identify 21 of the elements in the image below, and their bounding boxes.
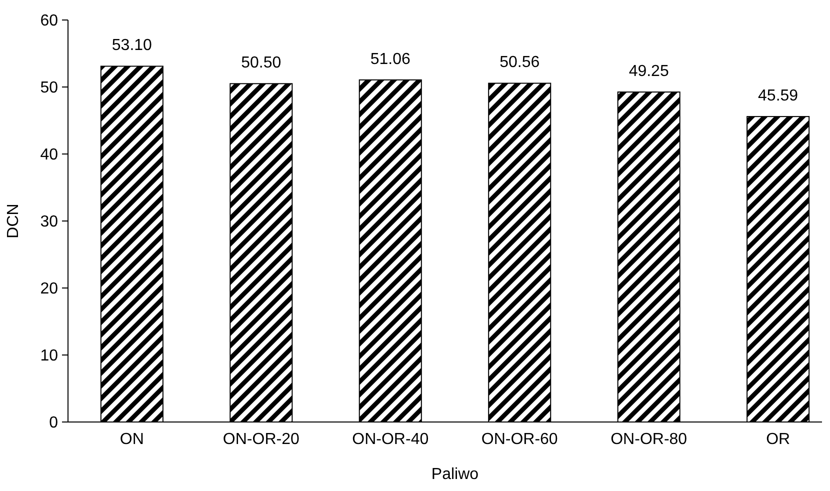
- y-tick-label: 60: [40, 12, 58, 30]
- x-axis-title: Paliwo: [431, 466, 479, 483]
- y-tick-label: 30: [40, 214, 58, 231]
- data-label: 51.06: [370, 50, 411, 68]
- data-label: 45.59: [758, 88, 798, 105]
- data-label: 50.50: [241, 54, 282, 72]
- y-tick-label: 20: [40, 280, 58, 298]
- data-label: 49.25: [628, 63, 669, 80]
- x-tick-label: ON-OR-20: [222, 431, 300, 448]
- data-label: 50.56: [500, 54, 540, 72]
- x-tick-label: ON: [120, 431, 144, 448]
- y-tick-label: 50: [40, 80, 58, 97]
- x-tick-label: ON-OR-60: [481, 431, 558, 448]
- x-tick-label: ON-OR-40: [352, 431, 429, 448]
- y-tick-label: 40: [40, 146, 58, 164]
- x-tick-label: ON-OR-80: [610, 431, 688, 448]
- y-axis-title: DCN: [5, 204, 22, 238]
- x-tick-label: OR: [766, 431, 790, 448]
- y-tick-label: 0: [49, 414, 58, 432]
- y-tick-label: 10: [40, 348, 58, 365]
- data-label: 53.10: [112, 37, 152, 54]
